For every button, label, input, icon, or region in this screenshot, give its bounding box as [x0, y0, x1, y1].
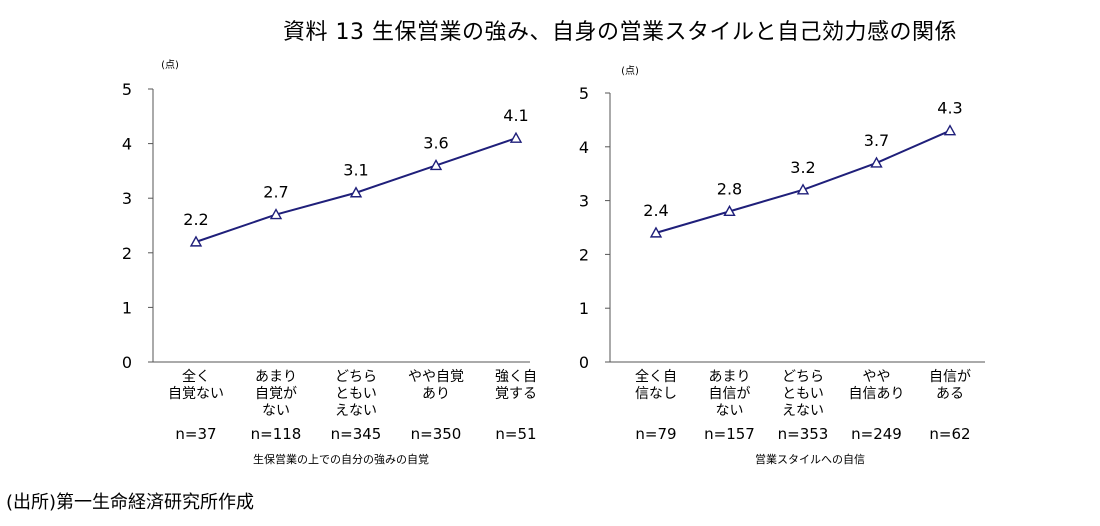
x-tick-label: どちらともいえない — [335, 369, 377, 419]
n-label: n=62 — [929, 425, 970, 443]
data-point-marker — [649, 226, 663, 238]
x-tick-label: あまり自信がない — [709, 369, 751, 419]
data-point-marker — [269, 208, 283, 220]
n-label: n=37 — [175, 425, 216, 443]
y-tick-label: 5 — [122, 80, 132, 99]
source-note: (出所)第一生命経済研究所作成 — [6, 492, 255, 513]
page-title: 資料 13 生保営業の強み、自身の営業スタイルと自己効力感の関係 — [283, 20, 957, 45]
n-label: n=51 — [495, 425, 536, 443]
x-tick-label: 強く自覚する — [495, 369, 537, 402]
n-label: n=345 — [331, 425, 382, 443]
chart-2: (点) 0 1 2 3 4 5 2.4 2.8 3.2 3.7 4.3 全く自信なし n=79 あまり自信が… — [579, 65, 985, 466]
y-tick-label: 2 — [122, 244, 132, 263]
x-tick-label: 自信がある — [929, 369, 971, 402]
data-label: 2.7 — [263, 183, 288, 202]
y-tick-label: 1 — [122, 298, 132, 317]
n-label: n=157 — [704, 425, 755, 443]
y-tick-label: 0 — [579, 353, 589, 372]
y-tick-label: 5 — [579, 84, 589, 103]
chart-1: (点) 0 1 2 3 4 5 2.2 2.7 3.1 3.6 4.1 全く自覚ない n=37 あまり自覚が… — [122, 59, 537, 466]
data-point-marker — [349, 186, 363, 198]
x-tick-label: やや自覚あり — [408, 369, 464, 402]
y-tick-label: 4 — [579, 138, 589, 157]
data-point-marker — [429, 158, 443, 171]
n-label: n=249 — [851, 425, 902, 443]
data-label: 3.7 — [864, 131, 889, 150]
y-tick-label: 3 — [122, 189, 132, 208]
data-point-marker — [943, 124, 957, 136]
n-label: n=353 — [778, 425, 829, 443]
x-tick-label: どちらともいえない — [782, 369, 824, 419]
data-label: 3.1 — [343, 161, 368, 180]
data-label: 2.2 — [183, 210, 208, 229]
x-tick-label: 全く自覚ない — [168, 368, 224, 402]
data-point-marker — [189, 235, 203, 247]
data-label: 3.2 — [790, 158, 815, 177]
x-tick-label: やや自信あり — [849, 369, 905, 402]
y-tick-label: 0 — [122, 353, 132, 372]
y-tick-label: 3 — [579, 192, 589, 211]
data-label: 4.1 — [503, 106, 528, 125]
y-tick-label: 2 — [579, 245, 589, 264]
x-tick-label: あまり自覚がない — [255, 369, 297, 419]
data-point-marker — [723, 204, 736, 217]
n-label: n=350 — [411, 425, 462, 443]
charts-canvas: (点) 0 1 2 3 4 5 2.2 2.7 3.1 3.6 4.1 全く自覚ない n=37 あまり自覚が… — [122, 59, 985, 466]
data-point-marker — [796, 183, 810, 195]
n-label: n=79 — [635, 425, 676, 443]
unit-label: (点) — [621, 65, 639, 77]
data-label: 2.4 — [643, 201, 668, 220]
x-axis-label: 営業スタイルへの自信 — [755, 452, 865, 466]
n-label: n=118 — [251, 425, 302, 443]
data-label: 3.6 — [423, 133, 448, 152]
data-label: 4.3 — [937, 99, 962, 118]
data-label: 2.8 — [717, 179, 742, 198]
y-tick-label: 1 — [579, 299, 589, 318]
x-tick-label: 全く自信なし — [635, 368, 677, 402]
x-axis-label: 生保営業の上での自分の強みの自覚 — [253, 452, 429, 466]
unit-label: (点) — [161, 59, 179, 71]
y-tick-label: 4 — [122, 135, 132, 154]
series-line — [655, 129, 951, 234]
data-point-marker — [509, 131, 523, 143]
data-point-marker — [870, 156, 883, 168]
